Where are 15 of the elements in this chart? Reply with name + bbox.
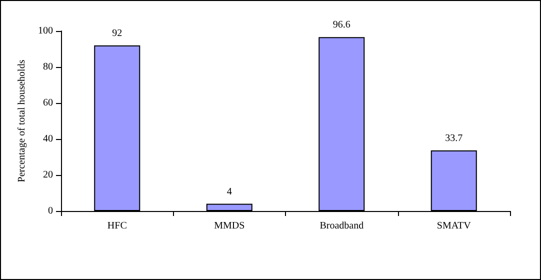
y-tick-label: 80 <box>43 62 53 72</box>
data-label: 33.7 <box>445 132 463 144</box>
y-tick-label: 40 <box>43 134 53 144</box>
y-tick-label: 20 <box>43 170 53 180</box>
x-tick-label: SMATV <box>436 220 472 232</box>
data-label: 96.6 <box>332 20 350 31</box>
x-tick-label: Broadband <box>320 220 364 232</box>
data-label: 4 <box>226 186 232 198</box>
data-label: 92 <box>112 28 122 39</box>
x-tick-label: HFC <box>107 220 128 232</box>
y-axis-title: Percentage of total households <box>16 60 28 182</box>
y-tick-label: 60 <box>43 98 53 108</box>
x-tick-label: MMDS <box>214 220 245 232</box>
y-tick-label: 100 <box>38 26 53 36</box>
y-tick-label: 0 <box>48 206 53 216</box>
